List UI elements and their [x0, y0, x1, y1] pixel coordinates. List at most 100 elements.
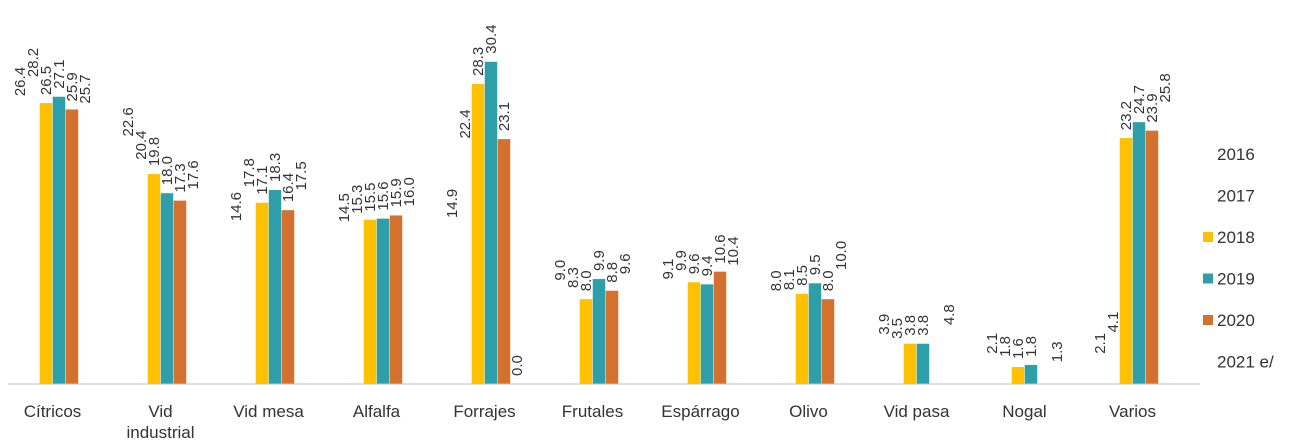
bar-2019-1	[160, 193, 174, 384]
legend-label-2018: 2018	[1217, 228, 1255, 247]
bar-2019-6	[700, 284, 714, 384]
value-label-2020-7: 8.0	[820, 270, 837, 291]
value-label-2021e-0: 25.7	[77, 74, 94, 103]
value-label-2016-1: 22.6	[120, 107, 137, 136]
category-label-9-0: Nogal	[1002, 402, 1046, 421]
legend-label-2021e: 2021 e/	[1217, 353, 1274, 372]
bar-2019-5	[592, 279, 606, 384]
value-label-2017-8: 3.5	[889, 318, 906, 339]
legend-label-2017: 2017	[1217, 187, 1255, 206]
value-label-2017-4: 22.4	[457, 109, 474, 138]
value-label-2019-7: 9.5	[807, 254, 824, 275]
bar-2018-1	[147, 174, 161, 384]
value-label-2019-5: 9.9	[591, 250, 608, 271]
category-label-3-0: Alfalfa	[353, 402, 401, 421]
value-label-2017-7: 8.1	[781, 269, 798, 290]
value-label-2016-9: 2.1	[984, 333, 1001, 354]
legend-swatch-2020	[1203, 315, 1213, 325]
value-label-2016-8: 3.9	[876, 314, 893, 335]
value-label-2018-3: 15.5	[362, 182, 379, 211]
value-label-2021e-8: 4.8	[941, 304, 958, 325]
bar-2020-1	[173, 200, 187, 384]
value-label-2017-6: 9.9	[673, 250, 690, 271]
value-label-2020-1: 17.3	[172, 163, 189, 192]
value-label-2016-7: 8.0	[768, 270, 785, 291]
bar-2019-0	[52, 96, 66, 385]
bar-2019-10	[1132, 122, 1146, 385]
value-label-2016-4: 14.9	[444, 189, 461, 218]
category-label-0-0: Cítricos	[24, 402, 82, 421]
bar-2020-2	[281, 210, 295, 384]
legend-label-2019: 2019	[1217, 270, 1255, 289]
value-label-2018-6: 9.6	[686, 253, 703, 274]
bars-layer	[39, 61, 1159, 385]
value-label-2020-6: 10.6	[712, 234, 729, 263]
value-label-2019-9: 1.8	[1023, 336, 1040, 357]
legend-label-2016: 2016	[1217, 145, 1255, 164]
value-label-2017-0: 28.2	[25, 48, 42, 77]
category-label-7-0: Olivo	[789, 402, 828, 421]
category-label-6-0: Espárrago	[661, 402, 739, 421]
value-label-2016-5: 9.0	[552, 260, 569, 281]
value-label-2017-2: 17.8	[241, 158, 258, 187]
value-label-2021e-1: 17.6	[185, 160, 202, 189]
category-label-1-0: Vid	[148, 402, 172, 421]
legend: 2016 2017 2018 2019 2020 2021 e/	[1203, 145, 1274, 372]
value-label-2019-2: 18.3	[267, 153, 284, 182]
value-label-2018-9: 1.6	[1010, 338, 1027, 359]
value-label-2019-1: 18.0	[159, 156, 176, 185]
value-label-2018-1: 19.8	[146, 137, 163, 166]
value-label-2020-4: 23.1	[496, 102, 513, 131]
legend-swatch-2018	[1203, 232, 1213, 242]
value-label-2017-10: 4.1	[1105, 312, 1122, 333]
bar-2019-8	[916, 343, 930, 384]
value-label-2019-3: 15.6	[375, 181, 392, 210]
legend-swatch-2019	[1203, 273, 1213, 284]
value-label-2016-6: 9.1	[660, 259, 677, 280]
value-label-2019-0: 27.1	[51, 60, 68, 89]
bar-2020-4	[497, 139, 511, 384]
bar-2019-3	[376, 218, 390, 384]
value-label-2019-6: 9.4	[699, 256, 716, 277]
value-label-2018-0: 26.5	[38, 66, 55, 95]
bar-2018-9	[1011, 367, 1025, 384]
bar-2019-4	[484, 61, 498, 384]
bar-2020-6	[713, 271, 727, 384]
category-labels-layer: Cítricos Vid industrial Vid mesa Alfalfa Forr…	[24, 402, 1156, 442]
category-label-5-0: Frutales	[562, 402, 623, 421]
bar-2018-5	[579, 299, 593, 384]
value-label-2020-2: 16.4	[280, 173, 297, 202]
value-label-2019-4: 30.4	[483, 25, 500, 54]
value-label-2017-3: 15.3	[349, 185, 366, 214]
value-label-2020-10: 23.9	[1144, 93, 1161, 122]
value-label-2021e-10: 25.8	[1157, 73, 1174, 102]
bar-2020-7	[821, 299, 835, 384]
category-label-2-0: Vid mesa	[233, 402, 304, 421]
value-label-2016-0: 26.4	[12, 67, 29, 96]
value-label-2020-0: 25.9	[64, 72, 81, 101]
bar-2020-10	[1145, 130, 1159, 384]
bar-2018-8	[903, 343, 917, 384]
category-label-1-1: industrial	[126, 423, 194, 442]
value-label-2019-8: 3.8	[915, 315, 932, 336]
bar-2019-9	[1024, 364, 1038, 384]
bar-2020-5	[605, 290, 619, 384]
value-label-2018-8: 3.8	[902, 315, 919, 336]
value-label-2017-5: 8.3	[565, 267, 582, 288]
value-label-2016-2: 14.6	[228, 192, 245, 221]
bar-2018-10	[1119, 138, 1133, 384]
bar-2020-0	[65, 109, 79, 385]
value-label-2018-5: 8.0	[578, 270, 595, 291]
value-label-2018-10: 23.2	[1118, 101, 1135, 130]
value-label-2018-7: 8.5	[794, 265, 811, 286]
value-label-2017-9: 1.8	[997, 336, 1014, 357]
value-label-2020-5: 8.8	[604, 262, 621, 283]
value-label-2021e-6: 10.4	[725, 237, 742, 266]
value-label-2021e-5: 9.6	[617, 253, 634, 274]
value-label-2021e-9: 1.3	[1049, 341, 1066, 362]
legend-label-2020: 2020	[1217, 311, 1255, 330]
bar-2018-3	[363, 219, 377, 384]
value-label-2021e-3: 16.0	[401, 177, 418, 206]
value-label-2016-10: 2.1	[1092, 333, 1109, 354]
value-label-2020-3: 15.9	[388, 178, 405, 207]
